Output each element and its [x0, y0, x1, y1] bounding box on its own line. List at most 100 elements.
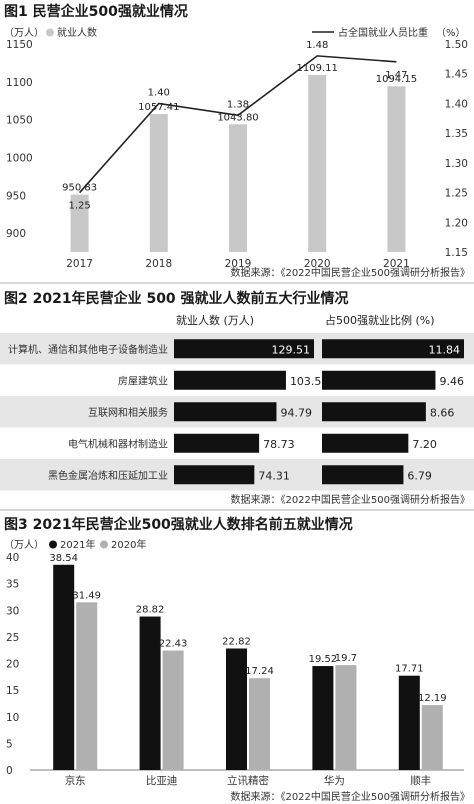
fig1-ytick-right: 1.40 [445, 98, 468, 110]
fig3-bar-2021 [226, 648, 247, 770]
fig3-legend-2021-swatch [49, 540, 57, 549]
fig1-ytick-right: 1.50 [445, 39, 468, 51]
fig2-bar-employees [174, 465, 255, 485]
fig3-legend-2020-label: 2020年 [111, 538, 146, 551]
fig1-ytick-right: 1.25 [445, 188, 468, 200]
fig3-xtick: 华为 [324, 774, 345, 787]
fig2-bar-share [322, 339, 464, 359]
fig1-legend-line-label: 占全国就业人员比重 [338, 26, 428, 39]
fig3-legend-2021-label: 2021年 [60, 538, 95, 551]
fig3: 图3 2021年民营企业500强就业人数排名前五就业情况 （万人） 2021年 … [4, 516, 470, 803]
fig3-ytick: 35 [6, 579, 19, 591]
fig2-label-share: 6.79 [407, 469, 432, 482]
fig3-bar-2021 [139, 616, 161, 770]
fig1-ytick-right: 1.45 [445, 69, 468, 81]
fig1-ytick-right: 1.20 [445, 217, 468, 229]
fig2-source: 数据来源：《2022中国民营企业500强调研分析报告》 [230, 493, 470, 506]
fig1-ytick-left: 1150 [6, 39, 33, 51]
fig1-line-label: 1.47 [385, 70, 407, 81]
fig3-ytick: 20 [6, 659, 19, 671]
fig1-bar [308, 74, 327, 253]
fig3-label-2021: 19.52 [309, 654, 338, 665]
fig1-xtick: 2018 [145, 258, 172, 270]
fig1-unit-left: （万人） [4, 27, 44, 39]
fig2-category: 计算机、通信和其他电子设备制造业 [8, 343, 168, 356]
fig2-category: 互联网和相关服务 [88, 406, 168, 419]
fig1-line-series [79, 55, 397, 194]
fig3-unit: （万人） [4, 539, 44, 551]
fig3-xtick: 立讯精密 [227, 774, 269, 787]
fig2-category: 电气机械和器材制造业 [68, 437, 168, 450]
fig3-label-2020: 31.49 [72, 590, 101, 601]
fig3-label-2020: 12.19 [418, 693, 447, 704]
fig2: 图2 2021年民营企业 500 强就业人数前五大行业情况 就业人数 (万人) … [0, 290, 474, 506]
fig1-xtick: 2021 [383, 258, 410, 270]
fig3-xtick: 顺丰 [410, 774, 431, 787]
fig3-bar-2020 [249, 678, 270, 770]
fig3-ytick: 25 [6, 632, 19, 644]
fig3-ytick: 10 [6, 712, 19, 724]
fig3-label-2021: 22.82 [222, 636, 251, 647]
fig3-ytick: 15 [6, 685, 19, 697]
fig3-legend-2020-swatch [100, 540, 108, 549]
fig2-label-employees: 129.51 [272, 343, 311, 356]
fig2-bar-employees [174, 339, 314, 359]
fig2-label-employees: 74.31 [258, 469, 290, 482]
fig1-legend-bar-label: 就业人数 [57, 26, 97, 39]
fig3-bar-2020 [76, 602, 98, 770]
fig3-bar-2021 [53, 564, 75, 770]
fig1-bar [70, 194, 89, 252]
fig3-bar-2020 [162, 650, 184, 770]
fig2-title: 图2 2021年民营企业 500 强就业人数前五大行业情况 [4, 290, 349, 307]
fig3-title: 图3 2021年民营企业500强就业人数排名前五就业情况 [4, 516, 353, 533]
fig3-bar-2020 [421, 705, 443, 770]
fig1-bar [229, 124, 247, 252]
fig2-label-share: 8.66 [430, 406, 455, 419]
fig1-line-label: 1.25 [68, 201, 90, 212]
fig1-ytick-left: 1000 [6, 152, 33, 164]
fig3-ytick: 0 [6, 765, 13, 777]
fig3-ytick: 40 [6, 552, 19, 564]
fig1-bar [387, 86, 406, 252]
fig1-ytick-right: 1.30 [445, 158, 468, 170]
fig1-line-label: 1.38 [227, 99, 249, 110]
fig3-bar-2021 [398, 675, 420, 770]
fig1-legend-bar-swatch [46, 28, 54, 37]
fig1-ytick-left: 900 [6, 228, 26, 240]
fig3-label-2021: 17.71 [395, 664, 424, 675]
fig1-bar [149, 114, 168, 252]
fig1-ytick-right: 1.35 [445, 128, 468, 140]
fig2-label-employees: 78.73 [263, 438, 295, 451]
fig2-label-share: 7.20 [412, 438, 437, 451]
fig3-source: 数据来源：《2022中国民营企业500强调研分析报告》 [230, 790, 470, 803]
fig1-ytick-left: 1100 [6, 77, 33, 89]
fig2-bar-employees [174, 402, 277, 422]
fig3-xtick: 比亚迪 [146, 774, 178, 787]
fig1-title: 图1 民营企业500强就业情况 [4, 3, 188, 20]
fig1-bar-label: 1094.15 [376, 74, 417, 85]
fig1-source: 数据来源：《2022中国民营企业500强调研分析报告》 [230, 266, 470, 279]
fig2-label-share: 11.84 [429, 343, 461, 356]
fig3-label-2021: 28.82 [136, 605, 165, 616]
fig2-bar-share [322, 370, 436, 390]
fig2-col2-header: 占500强就业比例 (%) [325, 313, 435, 327]
fig1-title-bg [0, 0, 474, 22]
fig2-bar-share [322, 402, 426, 422]
fig1: 图1 民营企业500强就业情况 （万人） 就业人数 占全国就业人员比重 （%） … [0, 0, 474, 279]
fig1-xtick: 2017 [66, 258, 93, 270]
fig2-bar-employees [174, 433, 260, 453]
fig3-xtick: 京东 [65, 774, 86, 787]
fig3-bar-2021 [312, 666, 334, 770]
fig1-bar-label: 1043.80 [217, 112, 258, 123]
fig1-bar-label: 1057.41 [138, 102, 179, 113]
fig3-label-2021: 38.54 [49, 553, 78, 564]
fig2-label-employees: 103.56 [290, 375, 329, 388]
fig3-ytick: 30 [6, 605, 19, 617]
fig2-label-share: 9.46 [439, 375, 464, 388]
fig1-xtick: 2019 [225, 258, 252, 270]
fig1-line-label: 1.40 [148, 87, 170, 98]
fig2-category: 房屋建筑业 [118, 374, 168, 387]
fig1-ytick-left: 950 [6, 190, 26, 202]
fig1-line-label: 1.48 [306, 40, 328, 51]
